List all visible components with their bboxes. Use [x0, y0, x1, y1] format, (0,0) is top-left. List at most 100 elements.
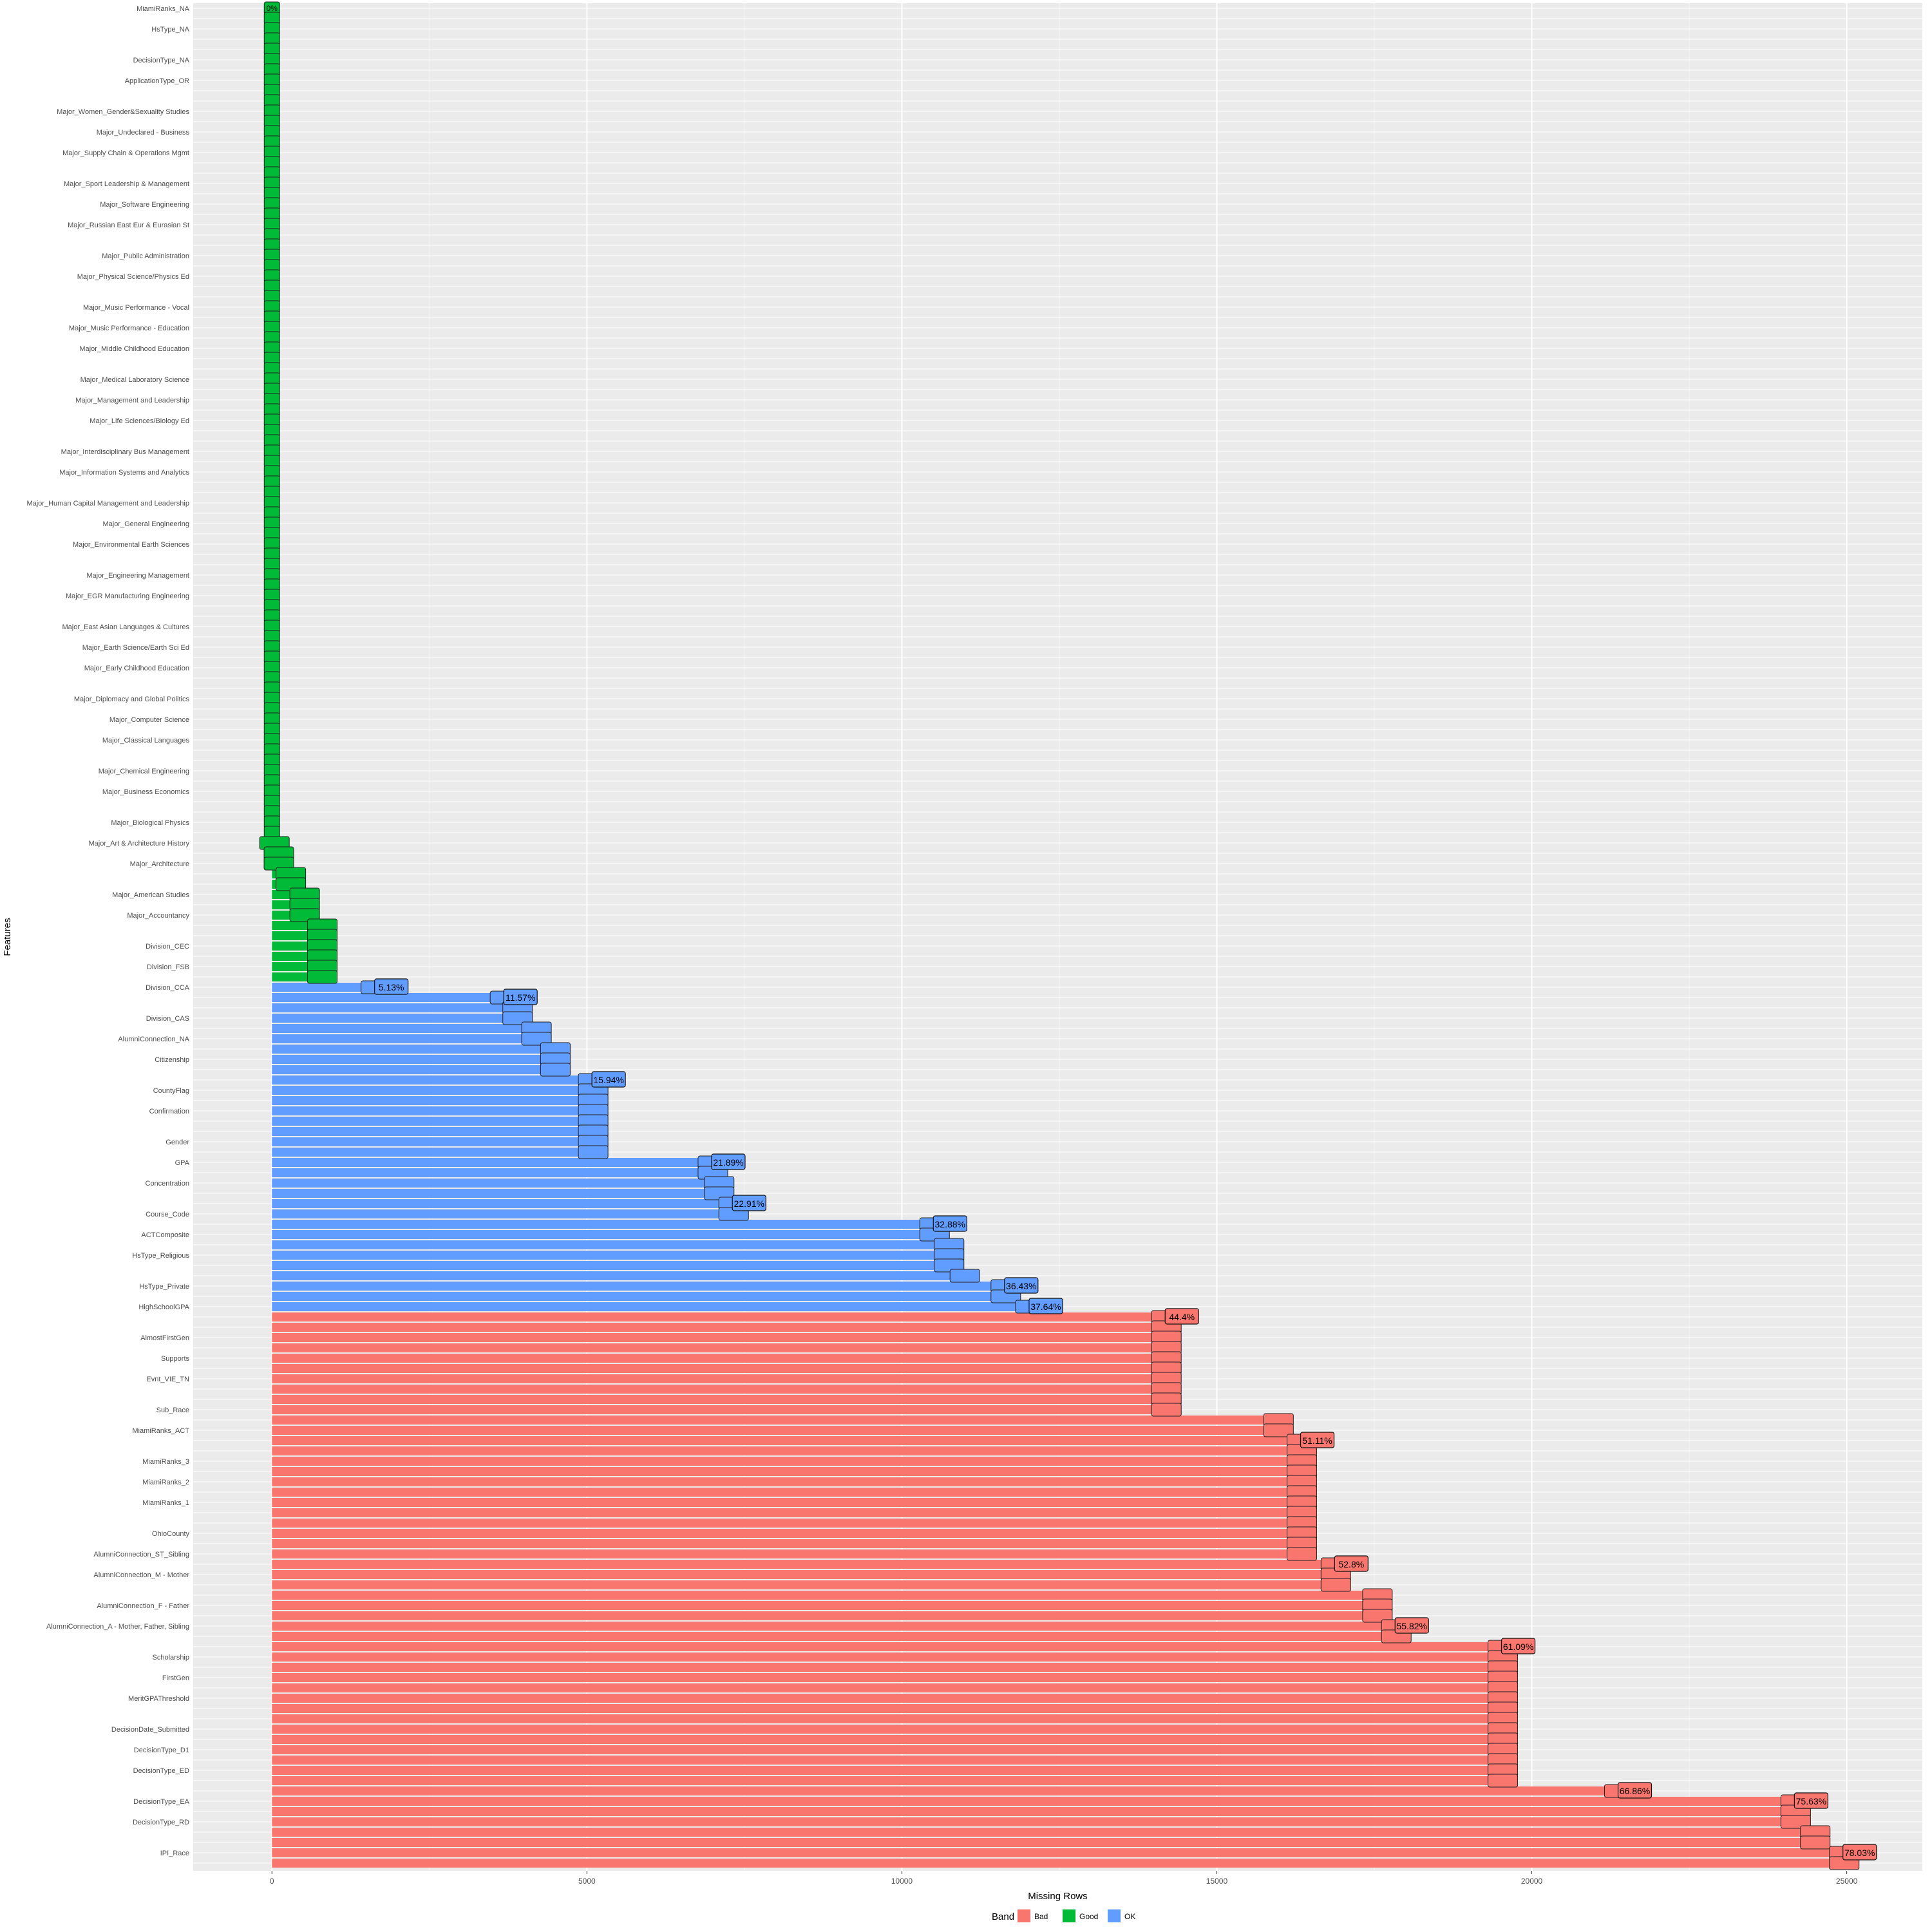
- y-tick-label: Major_Music Performance - Education: [69, 325, 189, 332]
- bar: [272, 1333, 1167, 1342]
- bar: [272, 1591, 1378, 1600]
- bar: [272, 1632, 1397, 1641]
- percent-label: 55.82%: [1397, 1621, 1427, 1631]
- y-tick-label: MeritGPAThreshold: [128, 1695, 189, 1703]
- bar: [272, 993, 506, 1002]
- percent-labels-group: 5.13% 11.57% 15.94% 21.89% 22.91% 32.88% 36.43…: [259, 1, 1877, 1870]
- plot-panel: [193, 3, 1922, 1871]
- bar: [272, 1014, 518, 1023]
- bar: [272, 1137, 594, 1146]
- y-tick-label: HsType_Private: [139, 1283, 189, 1291]
- percent-label-box: [1800, 1835, 1831, 1850]
- x-tick-label: 5000: [578, 1877, 596, 1886]
- percent-label-box: [1362, 1609, 1393, 1623]
- y-tick-label: Major_Engineering Management: [86, 572, 189, 580]
- bar: [272, 1488, 1302, 1497]
- y-tick-label: Major_Medical Laboratory Science: [80, 376, 189, 384]
- bar: [272, 1240, 949, 1249]
- y-tick-label: Major_Environmental Earth Sciences: [73, 541, 189, 549]
- percent-label-box: [949, 1269, 980, 1283]
- bar: [272, 1601, 1378, 1610]
- percent-label-box: [591, 1071, 626, 1088]
- bar: [272, 1055, 556, 1064]
- y-tick-label: Confirmation: [149, 1108, 189, 1115]
- y-tick-label: DecisionType_D1: [134, 1747, 189, 1754]
- y-tick-label: CountyFlag: [153, 1087, 189, 1095]
- bar: [272, 1302, 1030, 1311]
- bar: [272, 1580, 1336, 1589]
- bar: [272, 1436, 1302, 1445]
- y-tick-label: Major_Art & Architecture History: [89, 840, 190, 848]
- y-tick-label: MiamiRanks_3: [142, 1458, 189, 1466]
- percent-label-box: [1794, 1792, 1828, 1809]
- bar: [272, 1034, 537, 1043]
- x-tick-label: 15000: [1206, 1877, 1228, 1886]
- y-tick-labels: MiamiRanks_NA HsType_NA DecisionType_NA App…: [26, 5, 189, 1857]
- bar: [272, 1756, 1503, 1765]
- y-tick-label: Division_CEC: [146, 943, 189, 951]
- y-tick-label: Major_Public Administration: [102, 252, 189, 260]
- bar: [272, 1096, 594, 1105]
- percent-label: 44.4%: [1169, 1312, 1195, 1322]
- bar: [272, 1312, 1167, 1321]
- percent-label: 37.64%: [1030, 1302, 1061, 1312]
- bar: [272, 1725, 1503, 1734]
- percent-label-box: [1004, 1277, 1039, 1294]
- percent-label-box: [1488, 1774, 1519, 1788]
- y-tick-label: OhioCounty: [152, 1530, 190, 1538]
- y-tick-label: Major_Middle Childhood Education: [79, 345, 189, 353]
- y-tick-label: Major_General Engineering: [102, 520, 189, 528]
- y-tick-label: Concentration: [146, 1180, 190, 1188]
- percent-label: 0%: [267, 4, 278, 13]
- percent-label-box: [578, 1145, 609, 1159]
- legend-swatch: [1108, 1909, 1121, 1922]
- bar: [272, 1106, 594, 1115]
- bar: [272, 1611, 1378, 1620]
- y-tick-label: HsType_Religious: [132, 1252, 189, 1260]
- y-tick-label: GPA: [175, 1159, 190, 1167]
- bar: [272, 1745, 1503, 1754]
- y-tick-label: ACTComposite: [141, 1231, 189, 1239]
- y-tick-label: Major_Life Sciences/Biology Ed: [90, 417, 189, 425]
- bar: [272, 1817, 1796, 1826]
- x-tick-label: 25000: [1836, 1877, 1858, 1886]
- y-tick-label: MiamiRanks_NA: [137, 5, 190, 13]
- bar: [272, 1694, 1503, 1703]
- bar: [272, 1045, 556, 1054]
- y-axis-title: Features: [2, 918, 13, 956]
- bar: [272, 1179, 719, 1188]
- y-tick-label: Major_Architecture: [130, 860, 189, 868]
- percent-label-box: [374, 978, 409, 995]
- bar: [272, 1653, 1503, 1662]
- percent-label-box: [289, 908, 320, 922]
- bar: [272, 1539, 1302, 1548]
- bar: [272, 1704, 1503, 1713]
- bar: [272, 1786, 1620, 1795]
- percent-label-box: [1842, 1844, 1877, 1861]
- bar: [272, 1086, 594, 1095]
- bar: [272, 1158, 713, 1167]
- percent-label: 21.89%: [713, 1157, 743, 1168]
- percent-label-box: [1151, 1403, 1182, 1417]
- y-tick-label: Major_East Asian Languages & Cultures: [62, 623, 189, 631]
- percent-label-box: [307, 970, 338, 984]
- bar: [272, 1570, 1336, 1579]
- percent-label-box: [1334, 1555, 1368, 1572]
- bar: [272, 1529, 1302, 1538]
- percent-label-box: [1394, 1617, 1429, 1634]
- legend-label: Bad: [1034, 1912, 1048, 1921]
- bar: [272, 1065, 556, 1074]
- bar: [272, 1209, 734, 1218]
- y-tick-label: Sub_Race: [156, 1406, 189, 1414]
- y-tick-label: Major_Business Economics: [102, 788, 190, 796]
- percent-label: 51.11%: [1302, 1435, 1332, 1446]
- y-tick-label: Course_Code: [146, 1211, 189, 1218]
- y-tick-label: Major_Information Systems and Analytics: [59, 469, 189, 477]
- percent-label-box: [1263, 1423, 1294, 1437]
- y-tick-label: Division_CCA: [146, 984, 190, 992]
- bar: [272, 983, 376, 992]
- bar: [272, 1220, 935, 1229]
- bar: [272, 1282, 1006, 1291]
- bar: [272, 1003, 518, 1012]
